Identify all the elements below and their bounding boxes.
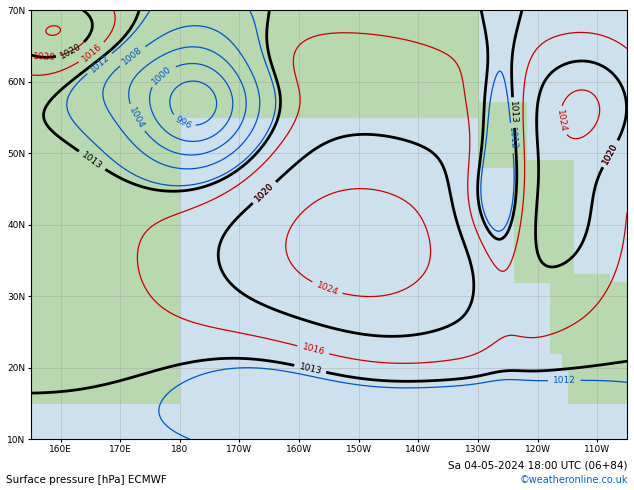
Text: 1020: 1020: [59, 42, 83, 60]
Text: 1020: 1020: [601, 142, 620, 166]
Text: 1008: 1008: [120, 46, 144, 67]
Text: 996: 996: [174, 115, 193, 131]
Text: 1004: 1004: [127, 106, 145, 130]
Text: Surface pressure [hPa] ECMWF: Surface pressure [hPa] ECMWF: [6, 475, 167, 485]
Text: 1024: 1024: [555, 109, 567, 133]
Text: 1013: 1013: [508, 101, 519, 124]
Text: 1020: 1020: [253, 181, 276, 204]
Text: 1012: 1012: [88, 52, 111, 74]
Text: 1024: 1024: [314, 280, 339, 297]
Text: Sa 04-05-2024 18:00 UTC (06+84): Sa 04-05-2024 18:00 UTC (06+84): [448, 461, 628, 470]
Text: 1020: 1020: [32, 52, 56, 62]
Text: 1020: 1020: [601, 142, 620, 166]
Text: 1012: 1012: [553, 376, 576, 385]
Text: 1016: 1016: [81, 42, 104, 64]
Text: 1016: 1016: [301, 343, 325, 357]
Text: 1000: 1000: [150, 64, 174, 86]
Text: 1013: 1013: [298, 362, 323, 376]
Text: ©weatheronline.co.uk: ©weatheronline.co.uk: [519, 475, 628, 485]
Text: 1020: 1020: [253, 181, 276, 204]
Text: 1012: 1012: [507, 126, 517, 150]
Text: 1013: 1013: [80, 150, 104, 171]
